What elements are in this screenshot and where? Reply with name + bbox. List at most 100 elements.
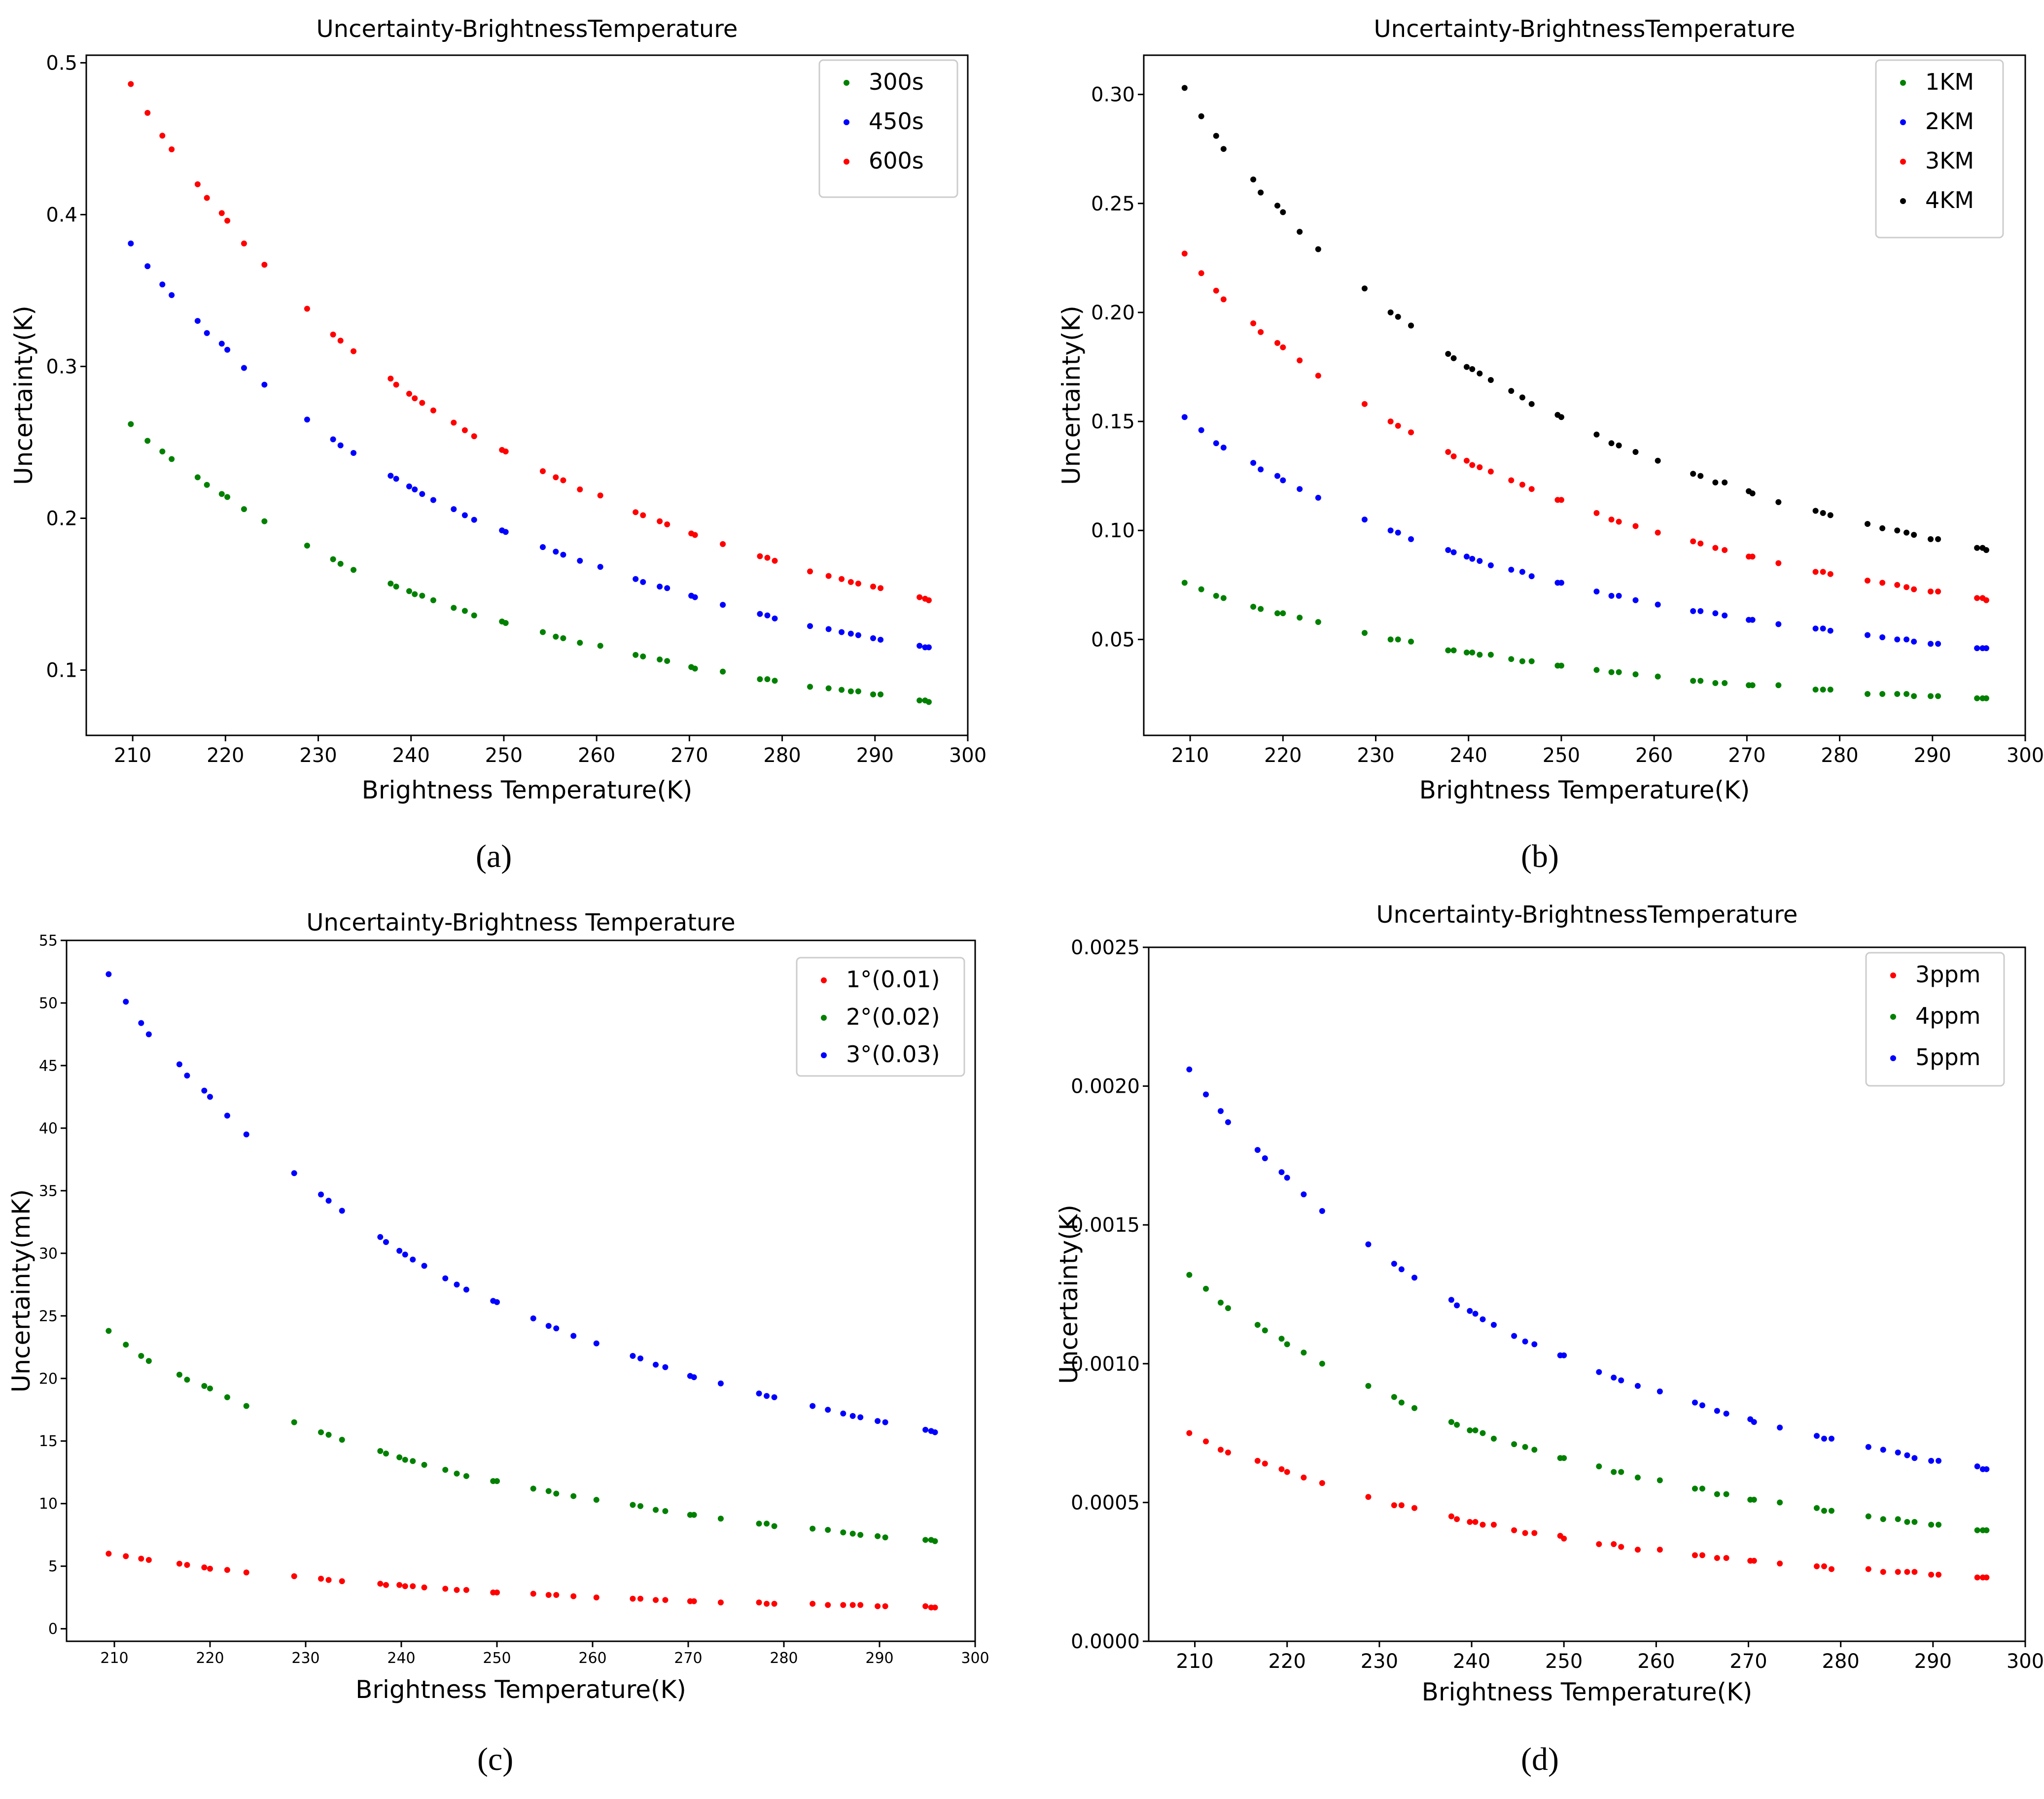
x-tick-label: 300 [2007,744,2044,767]
data-point [640,579,646,585]
data-point [878,691,884,697]
data-point [454,1587,460,1593]
y-tick-label: 0.0010 [1071,1353,1140,1376]
data-point [1611,1469,1617,1475]
data-point [925,597,932,603]
data-point [1561,1455,1567,1461]
data-point [1315,494,1321,501]
data-point [442,1275,449,1281]
data-point [640,653,646,659]
legend-marker [844,159,849,165]
data-point [291,1419,297,1425]
x-tick-label: 230 [1357,744,1394,767]
legend-label: 3°(0.03) [846,1041,940,1068]
data-point [633,509,639,516]
data-point [241,365,247,371]
y-tick-label: 55 [39,933,58,950]
data-point [847,579,854,585]
data-point [1531,1341,1538,1348]
data-point [1936,1457,1942,1464]
data-point [1258,189,1264,196]
data-point [1411,1275,1418,1281]
data-point [1454,1421,1460,1428]
data-point [570,1593,577,1599]
data-point [393,381,399,388]
data-point [1254,1147,1261,1153]
y-axis-label: Uncertainty(mK) [7,1189,35,1393]
data-point [1262,1460,1268,1467]
data-point [1814,1505,1820,1511]
data-point [1775,499,1782,505]
data-point [597,492,603,499]
data-point [396,1247,403,1254]
data-point [1522,1444,1528,1450]
data-point [1297,357,1303,364]
data-point [1879,691,1886,697]
data-point [839,687,845,693]
data-point [1203,1438,1209,1445]
data-point [847,630,854,637]
panel-label-c: (c) [477,1741,514,1777]
data-point [530,1315,536,1321]
chart-panel-c: Uncertainty-Brightness Temperature 210 220… [7,909,989,1704]
data-point [1608,440,1615,447]
data-point [291,1573,297,1579]
data-point [633,652,639,658]
data-point [1528,573,1535,580]
data-point [1487,468,1494,475]
y-tick-label: 0.25 [1091,193,1135,215]
data-point [857,1414,864,1420]
data-point [1278,1336,1285,1342]
data-point [1618,1377,1624,1384]
data-point [878,636,884,643]
data-point [847,688,854,694]
data-point [662,1508,669,1514]
data-point [855,632,861,638]
data-point [1213,133,1219,139]
data-point [539,468,546,475]
data-point [1983,1527,1990,1533]
data-point [1469,366,1476,372]
data-point [1904,1519,1910,1525]
data-point [419,491,425,497]
data-point [539,629,546,635]
panel-label-b: (b) [1521,838,1559,874]
data-point [882,1603,888,1609]
data-point [494,1478,500,1484]
data-point [1558,580,1564,586]
data-point [138,1556,144,1562]
data-point [442,1467,449,1473]
data-point [757,553,763,559]
data-point [1692,1552,1698,1558]
legend-label: 4KM [1925,187,1974,213]
data-point [1880,1569,1886,1575]
data-point [145,1358,152,1364]
data-point [1911,586,1917,592]
data-point [1983,1574,1990,1581]
data-point [1522,1530,1528,1536]
data-point [128,81,134,87]
data-point [1220,146,1227,152]
data-point [839,629,845,635]
data-point [1812,625,1819,632]
data-point [339,1437,345,1443]
data-point [1935,641,1941,647]
data-point [1315,246,1321,252]
data-point [207,1094,213,1100]
data-point [337,338,344,344]
legend-label: 5ppm [1915,1044,1980,1071]
data-point [159,448,166,454]
data-point [1213,592,1219,599]
x-tick-label: 210 [1171,744,1209,767]
data-point [243,1403,249,1409]
chart-title: Uncertainty-BrightnessTemperature [1374,15,1796,43]
x-tick-label: 250 [485,744,523,767]
data-point [1634,1383,1641,1389]
data-point [159,281,166,288]
data-point [932,1538,938,1544]
data-point [1714,1491,1720,1497]
data-point [1894,636,1901,643]
data-point [123,1342,129,1348]
data-point [1697,678,1704,684]
